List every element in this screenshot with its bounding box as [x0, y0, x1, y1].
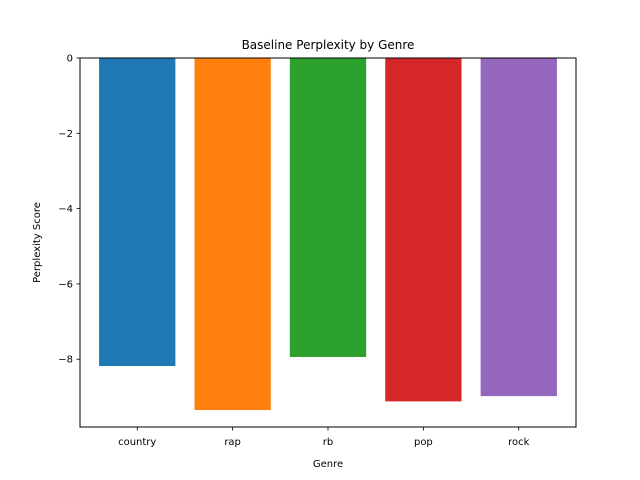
x-tick-label: pop	[414, 437, 433, 448]
x-tick-label: rock	[508, 437, 530, 448]
bars-group	[99, 58, 557, 411]
x-tick-label: country	[118, 437, 156, 448]
y-axis-label: Perplexity Score	[32, 202, 43, 283]
y-tick-label: −2	[58, 129, 73, 140]
chart-title: Baseline Perplexity by Genre	[242, 38, 415, 52]
y-axis-ticks: 0 −2 −4 −6 −8	[58, 54, 80, 366]
bar-pop	[385, 58, 462, 402]
bar-rock	[480, 58, 557, 397]
x-axis-ticks: country rap rb pop rock	[118, 427, 530, 448]
y-tick-label: 0	[67, 54, 73, 65]
x-tick-label: rap	[224, 437, 241, 448]
bar-country	[99, 58, 176, 367]
y-tick-label: −6	[58, 279, 73, 290]
x-tick-label: rb	[323, 437, 333, 448]
bar-rb	[289, 58, 367, 357]
x-axis-label: Genre	[313, 459, 343, 470]
plot-frame	[79, 57, 577, 428]
bar-rap	[194, 58, 271, 411]
y-tick-label: −8	[58, 355, 73, 366]
y-tick-label: −4	[58, 204, 73, 215]
